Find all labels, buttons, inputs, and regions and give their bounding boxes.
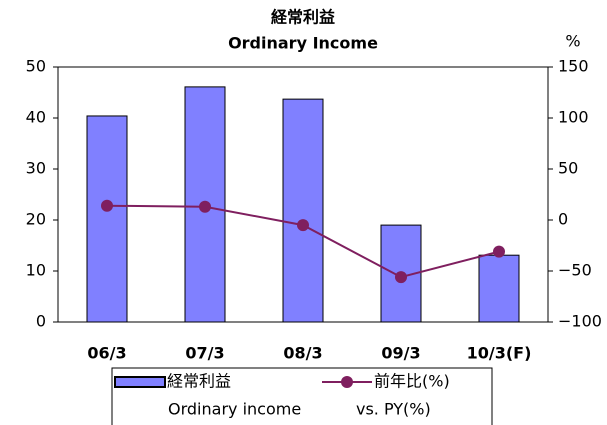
legend-box: [111, 367, 493, 425]
y2-tick-label: 50: [558, 159, 578, 178]
y2-tick-label: −50: [558, 261, 592, 280]
bar: [478, 254, 520, 323]
y-tick-label: 50: [26, 57, 46, 76]
legend-sublabel: vs. PY(%): [356, 400, 431, 419]
chart-title: 経常利益: [271, 8, 335, 27]
legend-label: 経常利益: [167, 372, 231, 391]
chart-subtitle: Ordinary Income: [228, 34, 378, 53]
plot-frame: [57, 66, 549, 323]
line-point: [395, 271, 407, 284]
y-tick-label: 10: [26, 261, 46, 280]
y2-tick-label: −100: [558, 312, 602, 331]
x-tick-label: 08/3: [283, 344, 322, 363]
line-point: [101, 199, 113, 212]
y2-axis-label: %: [565, 32, 580, 51]
y2-tick-label: 0: [558, 210, 568, 229]
x-tick-label: 07/3: [185, 344, 224, 363]
y-tick-label: 40: [26, 108, 46, 127]
line-point: [297, 219, 309, 232]
legend-sublabel: Ordinary income: [168, 400, 301, 419]
x-tick-label: 06/3: [87, 344, 126, 363]
y2-tick-label: 150: [558, 57, 589, 76]
line-point: [493, 245, 505, 258]
y-tick-label: 20: [26, 210, 46, 229]
bar: [86, 115, 128, 323]
x-tick-label: 10/3(F): [467, 344, 532, 363]
y-tick-label: 30: [26, 159, 46, 178]
legend-label: 前年比(%): [374, 372, 450, 391]
legend-swatch: [341, 376, 353, 388]
y2-tick-label: 100: [558, 108, 589, 127]
legend-swatch: [114, 376, 166, 388]
line-point: [199, 200, 211, 213]
x-tick-label: 09/3: [381, 344, 420, 363]
bar: [282, 98, 324, 323]
y-tick-label: 0: [36, 312, 46, 331]
